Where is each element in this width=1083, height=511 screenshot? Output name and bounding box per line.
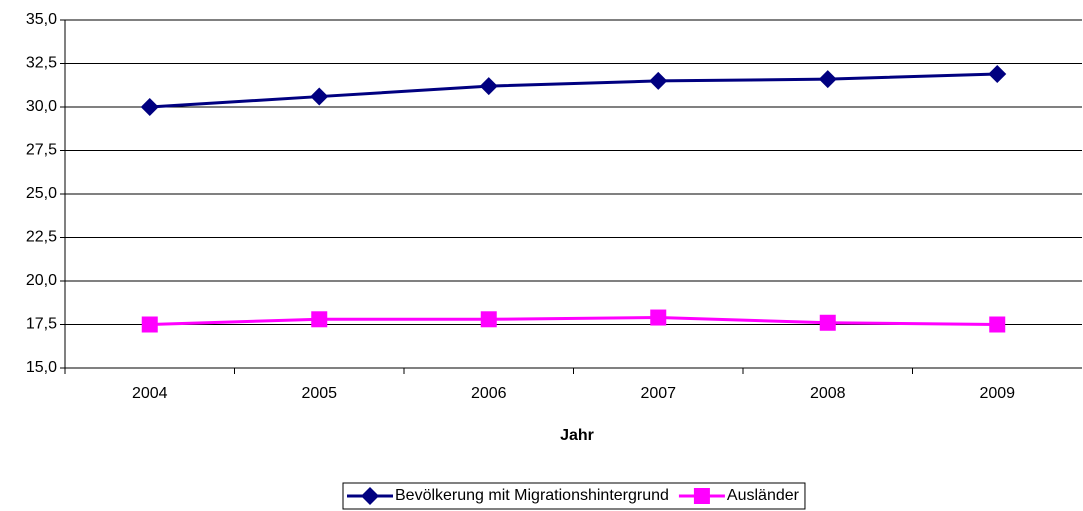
x-tick-label: 2004	[132, 385, 168, 402]
marker	[988, 64, 1007, 83]
y-tick-label: 30,0	[26, 98, 57, 115]
y-tick-label: 20,0	[26, 272, 57, 289]
x-tick-label: 2007	[640, 385, 676, 402]
marker	[818, 70, 837, 89]
y-tick-label: 17,5	[26, 316, 57, 333]
marker	[311, 311, 328, 328]
y-tick-label: 27,5	[26, 142, 57, 159]
marker	[819, 314, 836, 331]
series-line	[149, 72, 998, 109]
x-axis-title: Jahr	[560, 427, 594, 444]
y-tick-label: 15,0	[26, 359, 57, 376]
y-tick-label: 25,0	[26, 185, 57, 202]
legend-label: Bevölkerung mit Migrationshintergrund	[395, 487, 669, 504]
y-tick-label: 32,5	[26, 55, 57, 72]
legend-label: Ausländer	[727, 487, 800, 504]
legend: Bevölkerung mit Migrationshintergrund Aus…	[342, 482, 806, 510]
y-tick-label: 35,0	[26, 11, 57, 28]
series-line	[149, 316, 998, 326]
marker	[479, 77, 498, 96]
x-tick-label: 2005	[301, 385, 337, 402]
marker	[989, 316, 1006, 333]
x-tick-label: 2009	[979, 385, 1015, 402]
marker	[693, 488, 710, 504]
y-tick-label: 22,5	[26, 229, 57, 246]
marker	[140, 98, 159, 116]
x-tick-label: 2008	[810, 385, 846, 402]
marker	[650, 309, 667, 326]
marker	[310, 87, 329, 106]
marker	[649, 71, 668, 90]
marker	[480, 311, 497, 328]
x-tick-label: 2006	[471, 385, 507, 402]
marker	[361, 487, 379, 505]
marker	[141, 316, 158, 333]
legend-box	[342, 482, 806, 510]
